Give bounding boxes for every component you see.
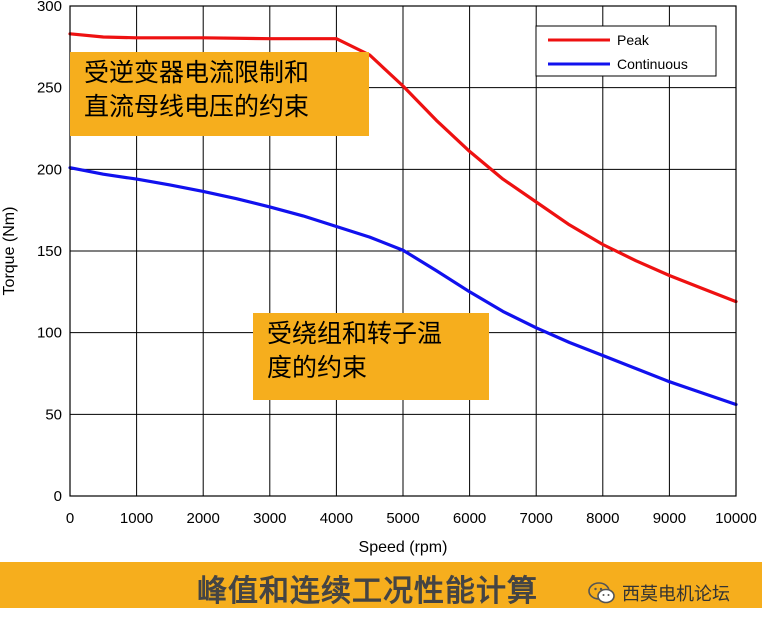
x-tick-labels: 0 1000 2000 3000 4000 5000 6000 7000 8000 9000 100… [66,510,757,527]
x-tick-label: 5000 [386,510,419,527]
x-tick-label: 4000 [320,510,353,527]
footer-banner [0,562,762,608]
y-tick-label: 100 [37,325,62,342]
legend-label-continuous: Continuous [617,56,688,72]
wechat-icon [588,582,615,604]
series-line-continuous [68,166,738,407]
annotation-peak-line1: 受逆变器电流限制和 [84,58,310,87]
x-tick-label: 1000 [120,510,153,527]
x-tick-label: 7000 [520,510,553,527]
y-tick-label: 250 [37,80,62,97]
annotation-peak-line2: 直流母线电压的约束 [84,92,310,121]
x-tick-label: 2000 [187,510,220,527]
y-axis-label: Torque (Nm) [1,207,18,296]
y-tick-label: 50 [45,406,62,423]
legend: Peak Continuous [535,25,717,77]
y-tick-label: 200 [37,161,62,178]
watermark: 西莫电机论坛 [588,580,730,606]
legend-label-peak: Peak [617,32,650,48]
legend-box [535,25,717,77]
footer-title: 峰值和连续工况性能计算 [197,574,538,609]
x-tick-label: 10000 [715,510,757,527]
plot-frame [69,5,737,497]
annotation-continuous-line1: 受绕组和转子温 [267,319,443,348]
y-tick-label: 0 [54,488,62,505]
y-tick-label: 300 [37,0,62,15]
watermark-text: 西莫电机论坛 [622,584,730,605]
annotation-continuous-constraint: 受绕组和转子温 度的约束 [253,313,489,400]
x-tick-label: 9000 [653,510,686,527]
annotation-peak-constraint: 受逆变器电流限制和 直流母线电压的约束 [70,52,369,136]
y-tick-label: 150 [37,243,62,260]
x-tick-label: 3000 [253,510,286,527]
y-tick-labels: 0 50 100 150 200 250 300 [37,0,62,505]
annotation-continuous-line2: 度的约束 [267,353,368,382]
series-line-peak [68,32,738,304]
x-tick-label: 8000 [586,510,619,527]
x-tick-label: 6000 [453,510,486,527]
x-tick-label: 0 [66,510,74,527]
x-axis-label: Speed (rpm) [359,539,448,556]
series-layer [68,32,738,407]
